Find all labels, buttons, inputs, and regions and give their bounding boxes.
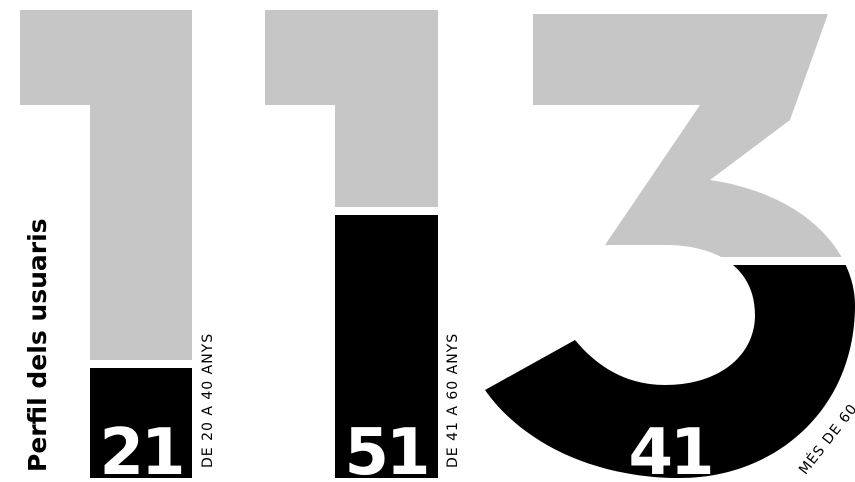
chart-title: Perfil dels usuaris xyxy=(23,218,52,472)
value-label-over-60: 41 xyxy=(628,416,711,478)
value-label-41-60: 51 xyxy=(344,416,427,478)
category-label-41-60: DE 41 A 60 ANYS xyxy=(445,332,461,468)
value-label-20-40: 21 xyxy=(99,416,182,478)
category-label-20-40: DE 20 A 40 ANYS xyxy=(200,332,216,468)
